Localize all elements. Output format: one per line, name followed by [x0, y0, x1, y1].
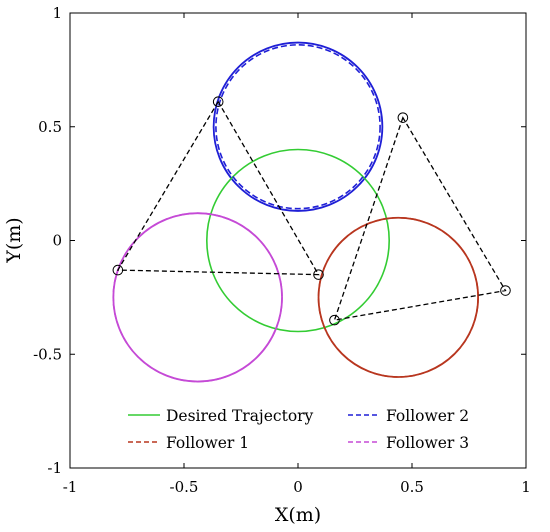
plot-layer [112, 41, 511, 383]
series-follower-3 [112, 212, 283, 383]
y-tick-label: 0 [52, 232, 62, 250]
legend-label-follower-2: Follower 2 [386, 407, 469, 425]
legend-box [118, 402, 442, 456]
formation-marker-a-0 [212, 96, 224, 108]
series-desired-trajectory [206, 148, 390, 333]
legend-label-follower-1: Follower 1 [166, 434, 249, 452]
formation-marker-a-1 [112, 264, 124, 276]
reference-circle-1 [212, 41, 384, 212]
x-tick-label: 1 [521, 478, 531, 496]
reference-circle-2 [112, 212, 283, 383]
y-tick-label: 0.5 [38, 118, 62, 136]
formation-link-a [116, 100, 320, 276]
series-follower-2 [215, 44, 381, 210]
formation-marker-b-2 [500, 285, 511, 296]
legend-label-follower-3: Follower 3 [386, 434, 469, 452]
formation-marker-b-0 [397, 112, 409, 123]
x-tick-label: 0 [293, 478, 303, 496]
reference-circle-0 [317, 216, 480, 378]
legend: Desired Trajectory Follower 2 Follower 1… [118, 402, 469, 456]
y-tick-label: -1 [47, 459, 62, 477]
formation-marker-b-1 [329, 314, 340, 326]
formation-link-b [333, 116, 507, 321]
legend-label-desired: Desired Trajectory [166, 407, 314, 425]
formation-marker-a-2 [313, 269, 324, 280]
y-axis-label: Y(m) [3, 217, 25, 263]
x-tick-label: -1 [63, 478, 78, 496]
x-axis-label: X(m) [275, 504, 321, 526]
ticks-layer: -1 -0.5 0 0.5 1 -1 -0.5 0 0.5 1 [33, 4, 531, 496]
y-tick-label: 1 [52, 4, 62, 22]
y-tick-label: -0.5 [33, 345, 62, 363]
series-follower-1 [317, 216, 479, 378]
x-tick-label: -0.5 [170, 478, 199, 496]
x-tick-label: 0.5 [400, 478, 424, 496]
